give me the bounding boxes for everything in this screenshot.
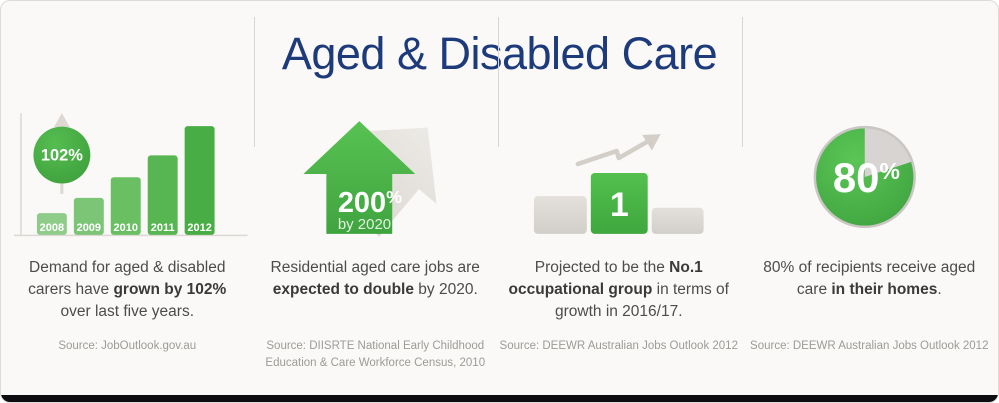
source-note: Source: JobOutlook.gov.au [58,340,197,352]
panel-description: Demand for aged & disabled carers have g… [28,259,227,320]
bar-label: 2012 [187,222,211,234]
podium-block [651,207,704,234]
source-note: Source: DIISRTE National Early Childhood… [265,340,486,369]
arrow-stat: 200% [337,187,401,219]
text-panel-double: Residential aged care jobs are expected … [254,257,498,387]
panel-divider [254,17,255,147]
graphics-row: 2008 2009 2010 2011 2012 102% 200% by 2020 [1,106,998,241]
bar-chart: 2008 2009 2010 2011 2012 102% [13,113,248,237]
podium-group: 1 [533,173,704,234]
big-up-arrow-icon: 200% by 2020 [302,121,415,234]
pie-value: 80% [832,154,899,201]
bar-label: 2009 [77,222,101,234]
bar-label: 2010 [114,222,138,234]
podium-block-first [590,173,648,234]
bar-label: 2011 [151,222,175,234]
panel-bar-chart: 2008 2009 2010 2011 2012 102% [1,106,254,241]
bar-2008 [36,213,67,235]
trend-arrow-icon [575,134,661,167]
panel-description: 80% of recipients receive aged care in t… [763,259,976,298]
panel-growth-arrow: 200% by 2020 [254,106,498,241]
bar-2012 [184,126,215,235]
bar-2010 [110,177,141,235]
pie-green-slice [815,128,914,226]
panel-divider [742,17,743,147]
text-row: Demand for aged & disabled carers have g… [1,257,998,387]
podium-graphic: 1 [533,134,704,234]
panel-pie: 80% [741,106,998,241]
panel-podium: 1 [497,106,741,241]
source-note: Source: DEEWR Australian Jobs Outlook 20… [750,340,989,352]
badge-value: 102% [41,147,83,165]
bar-label: 2008 [40,222,64,234]
pie-chart: 80% [813,125,916,229]
arrow-stat-caption: by 2020 [337,216,390,233]
panel-divider [498,17,499,147]
rank-number: 1 [610,186,629,224]
bar-2011 [147,155,178,235]
badge-circle [33,126,91,184]
bar-2009 [73,197,104,235]
growth-badge: 102% [33,126,91,184]
panel-description: Residential aged care jobs are expected … [270,259,480,298]
pie-ring [813,125,916,229]
footer-accent-bar [1,395,998,402]
panel-description: Projected to be the No.1 occupational gr… [508,259,729,320]
text-panel-homes: 80% of recipients receive aged care in t… [741,257,998,387]
growth-arrow-graphic: 200% by 2020 [302,121,437,237]
bar-group: 2008 2009 2010 2011 2012 [36,126,215,235]
podium-block [533,196,587,234]
text-panel-no1: Projected to be the No.1 occupational gr… [497,257,741,387]
page-title: Aged & Disabled Care [281,28,718,79]
text-panel-demand: Demand for aged & disabled carers have g… [1,257,254,387]
source-note: Source: DEEWR Australian Jobs Outlook 20… [499,340,738,352]
